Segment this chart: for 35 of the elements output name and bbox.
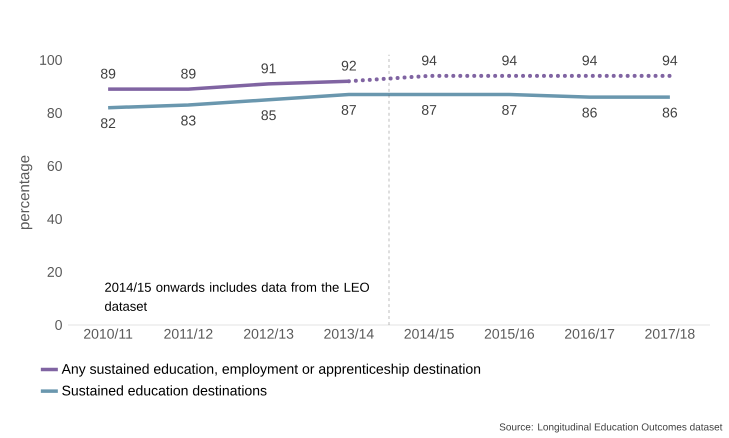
y-tick-label: 60 xyxy=(48,161,62,171)
data-label: 82 xyxy=(100,118,116,128)
data-label: 89 xyxy=(181,68,196,79)
x-tick-label: 2017/18 xyxy=(645,328,695,339)
y-tick-label: 100 xyxy=(40,55,62,65)
data-label: 94 xyxy=(662,55,678,66)
x-tick-label: 2012/13 xyxy=(244,328,294,339)
data-label: 94 xyxy=(422,55,436,66)
data-label: 94 xyxy=(582,55,597,66)
y-tick-label: 40 xyxy=(47,214,62,224)
data-label: 83 xyxy=(181,116,196,126)
data-label: 92 xyxy=(342,60,356,71)
data-label: 89 xyxy=(100,68,116,79)
data-label: 86 xyxy=(582,108,597,118)
x-tick-label: 2015/16 xyxy=(484,328,534,339)
x-tick-label: 2016/17 xyxy=(565,328,614,339)
data-label: 87 xyxy=(342,104,356,115)
x-tick-label: 2010/11 xyxy=(84,328,132,339)
data-label: 87 xyxy=(422,104,436,115)
legend-label: Sustained education destinations xyxy=(62,385,267,396)
y-tick-label: 20 xyxy=(48,267,62,277)
data-label: 87 xyxy=(502,104,516,115)
y-tick-label: 0 xyxy=(55,320,62,330)
x-tick-label: 2013/14 xyxy=(324,328,374,339)
legend-label: Any sustained education, employment or apprenticeship destination xyxy=(62,364,480,377)
y-axis-title: percentage xyxy=(19,156,32,230)
source-note: Source: Longitudinal Education Outcomes dataset xyxy=(500,423,722,432)
annotation: 2014/15 onwards includes data from the LEO dataset xyxy=(105,282,370,311)
data-label: 86 xyxy=(662,108,678,118)
data-label: 91 xyxy=(261,63,276,74)
data-label: 94 xyxy=(502,55,517,66)
y-tick-label: 80 xyxy=(48,108,62,118)
x-tick-label: 2011/12 xyxy=(164,328,212,339)
data-label: 85 xyxy=(261,110,276,120)
x-tick-label: 2014/15 xyxy=(404,328,454,339)
